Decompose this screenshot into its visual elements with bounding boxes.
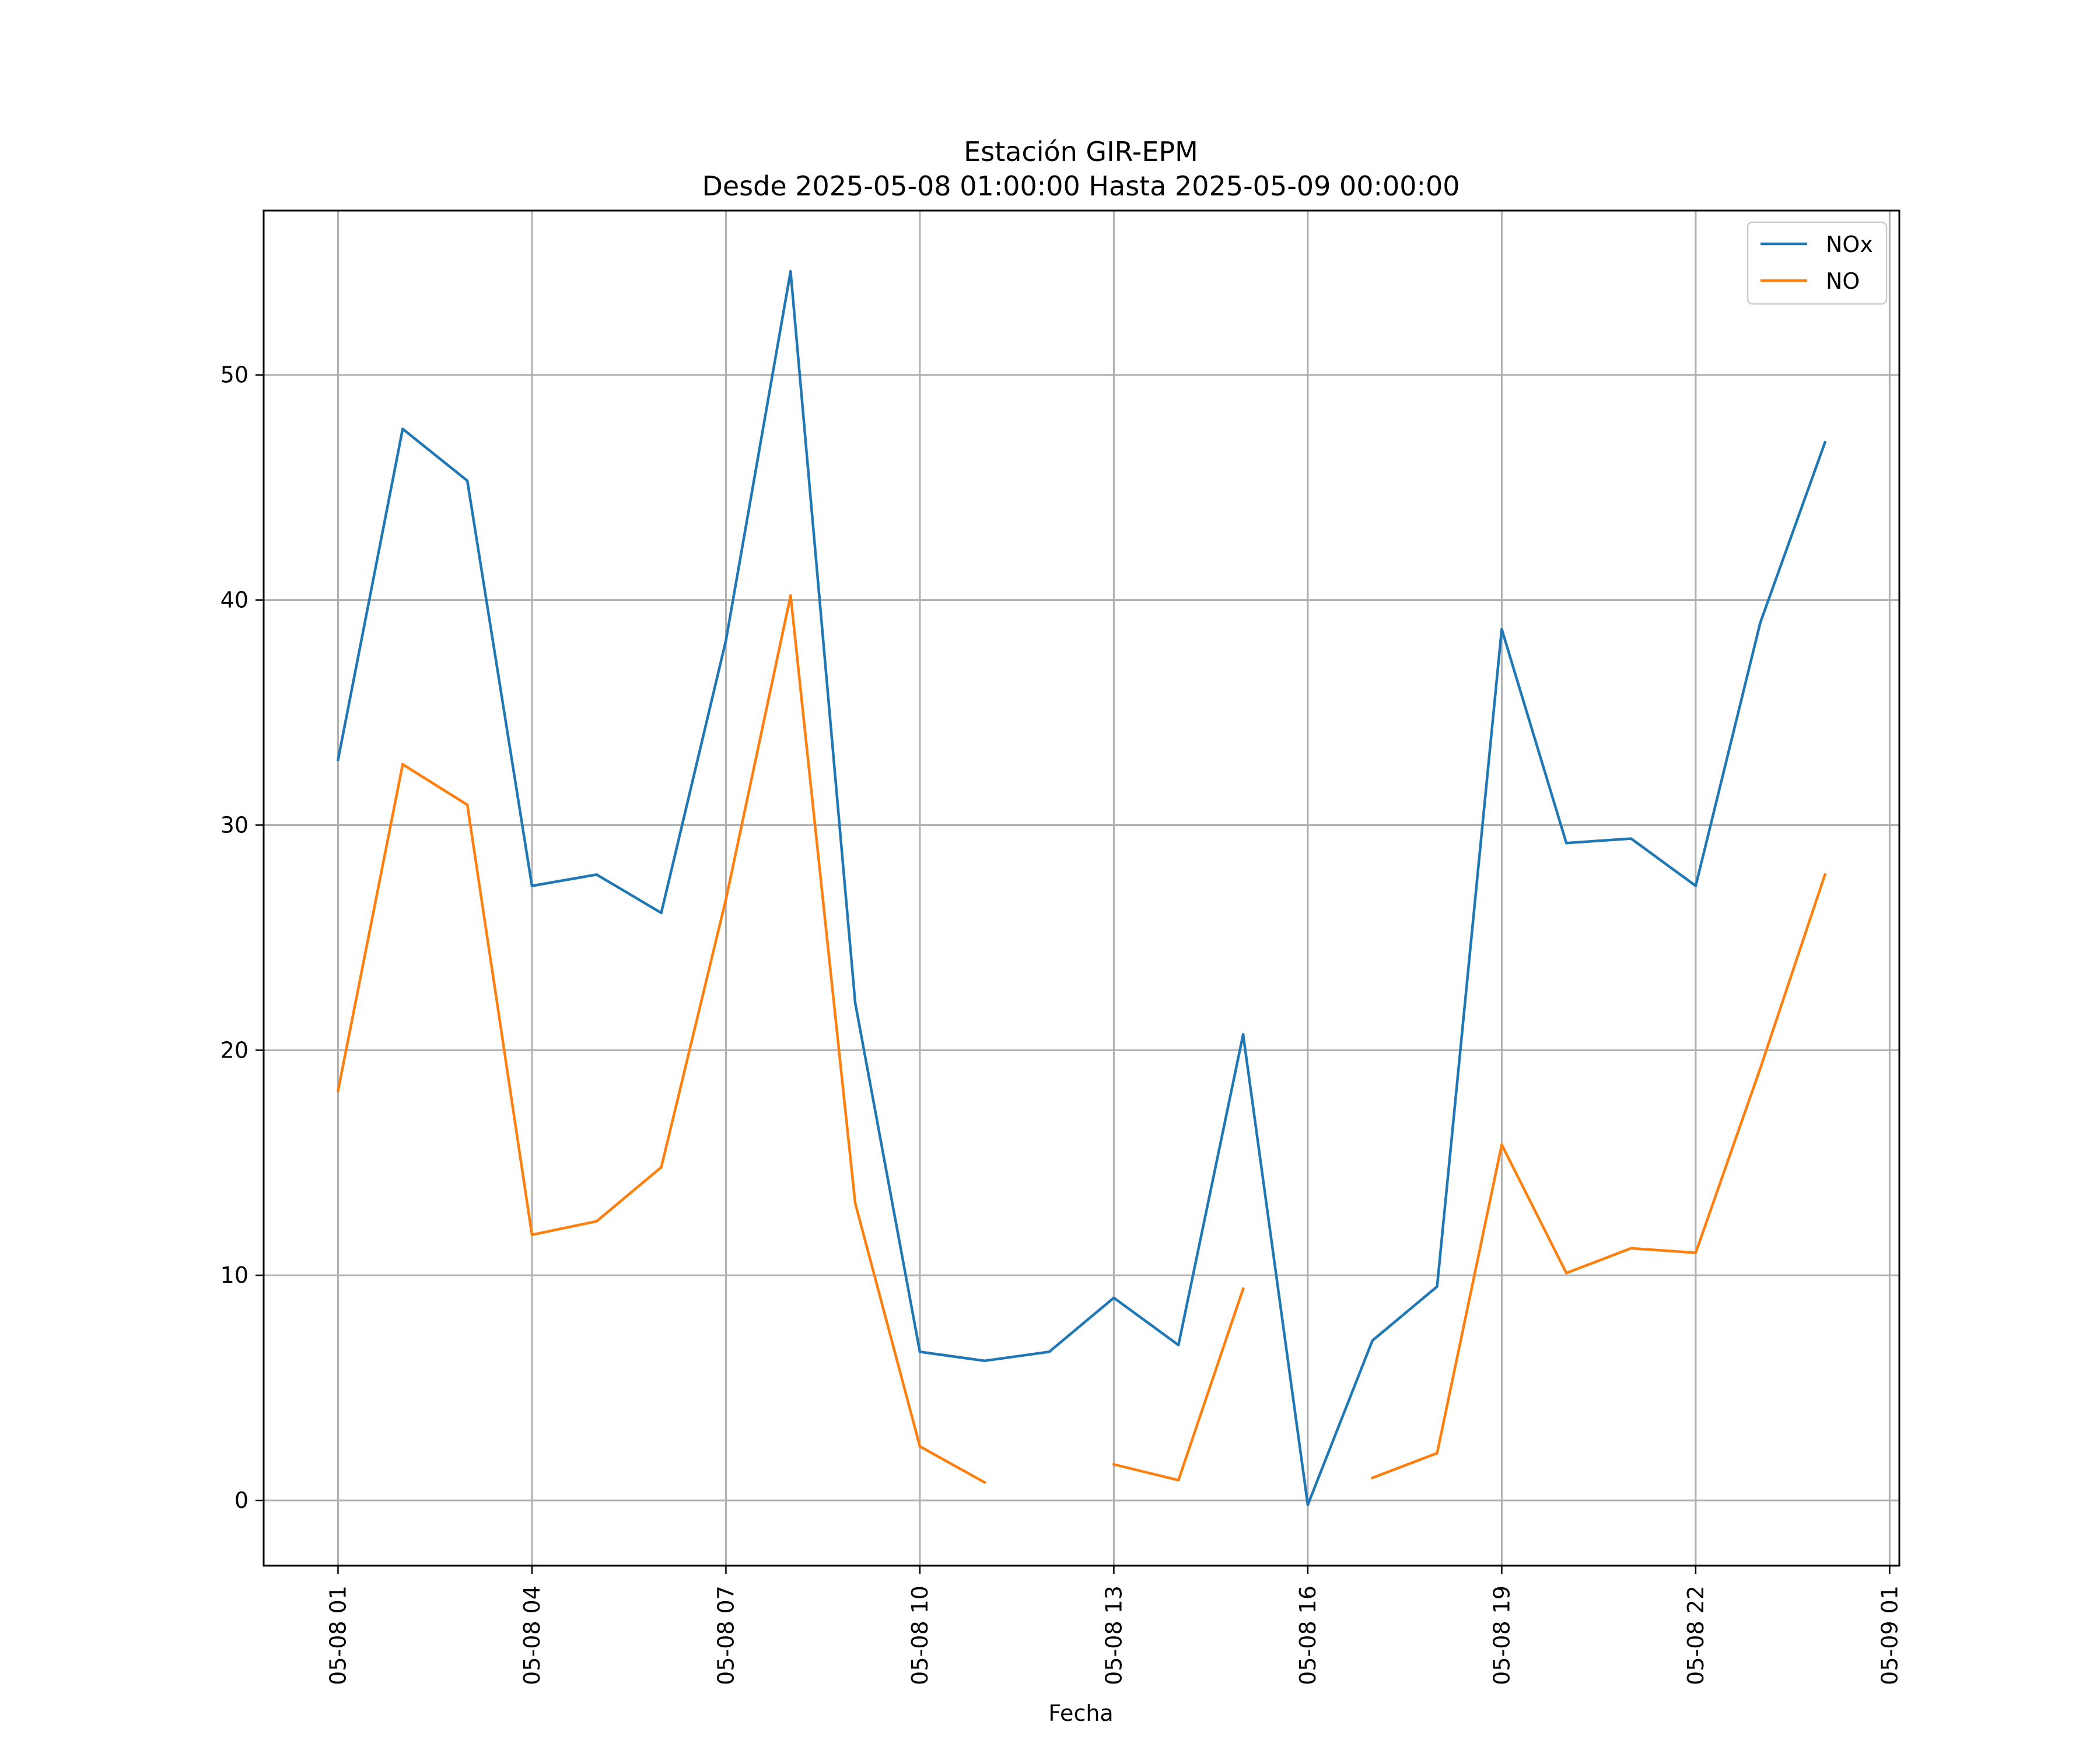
data-point-nox — [1694, 884, 1698, 887]
legend-label-no: NO — [1826, 268, 1860, 294]
x-tick-label: 05-08 07 — [713, 1586, 738, 1685]
data-point-no — [1500, 1143, 1503, 1146]
y-tick-label: 30 — [220, 812, 249, 838]
y-tick-label: 0 — [235, 1488, 249, 1513]
plot-area-frame — [262, 209, 1901, 1567]
y-tick-label: 20 — [220, 1037, 249, 1063]
data-point-no — [595, 1220, 598, 1223]
data-point-no — [1824, 873, 1826, 876]
legend: NOx NO — [1746, 221, 1888, 305]
data-point-nox — [595, 873, 598, 876]
data-point-no — [983, 1481, 986, 1484]
data-point-nox — [983, 1359, 986, 1363]
x-tick-label: 05-08 10 — [907, 1586, 933, 1685]
series-line-no — [1370, 873, 1827, 1480]
data-point-nox — [1824, 441, 1826, 444]
data-point-nox — [466, 479, 469, 482]
x-tick-label: 05-09 01 — [1877, 1586, 1902, 1685]
data-point-nox — [789, 270, 792, 273]
data-point-no — [918, 1445, 922, 1448]
data-point-no — [724, 898, 727, 901]
data-point-no — [660, 1166, 663, 1169]
data-point-nox — [1371, 1339, 1374, 1342]
data-point-nox — [1112, 1296, 1115, 1300]
data-point-no — [1565, 1272, 1568, 1275]
data-point-nox — [853, 1002, 857, 1005]
series-group — [336, 270, 1827, 1507]
data-point-no — [789, 594, 792, 597]
y-tick-label: 50 — [220, 362, 249, 388]
data-point-no — [1694, 1251, 1698, 1254]
x-axis-label: Fecha — [1048, 1700, 1113, 1726]
data-point-no — [1759, 1067, 1762, 1070]
data-point-nox — [918, 1350, 922, 1353]
data-point-nox — [1565, 842, 1568, 845]
data-point-nox — [1500, 628, 1503, 631]
data-point-nox — [1629, 837, 1633, 840]
axis-ticks: 05-08 01 05-08 04 05-08 07 05-08 10 05-08 13… — [220, 362, 1903, 1685]
data-point-no — [401, 763, 404, 766]
data-point-nox — [530, 884, 534, 887]
data-point-no — [337, 1089, 340, 1092]
x-tick-label: 05-08 04 — [519, 1586, 545, 1685]
data-point-nox — [1759, 621, 1762, 624]
data-point-nox — [401, 428, 404, 430]
data-point-nox — [1177, 1343, 1180, 1347]
y-tick-label: 40 — [220, 587, 249, 613]
series-no — [336, 594, 1827, 1485]
data-point-nox — [1241, 1033, 1245, 1036]
chart-title: Estación GIR-EPM — [964, 136, 1198, 167]
x-tick-label: 05-08 16 — [1295, 1586, 1321, 1685]
data-point-no — [530, 1233, 534, 1236]
data-point-no — [466, 803, 469, 806]
data-point-no — [1629, 1247, 1633, 1250]
data-point-nox — [1306, 1503, 1310, 1507]
x-tick-label: 05-08 13 — [1101, 1586, 1126, 1685]
data-point-no — [1177, 1479, 1180, 1482]
y-tick-label: 10 — [220, 1262, 249, 1288]
data-point-no — [1436, 1451, 1438, 1455]
data-point-no — [1241, 1287, 1245, 1290]
data-point-no — [853, 1202, 857, 1205]
x-tick-label: 05-08 19 — [1489, 1586, 1514, 1685]
chart-subtitle: Desde 2025-05-08 01:00:00 Hasta 2025-05-… — [702, 170, 1460, 202]
data-point-no — [1112, 1463, 1115, 1466]
data-point-nox — [724, 639, 727, 642]
x-tick-label: 05-08 01 — [325, 1586, 351, 1685]
series-line-nox — [336, 270, 1827, 1507]
data-point-nox — [1436, 1285, 1438, 1288]
series-nox — [336, 270, 1827, 1507]
data-point-nox — [1048, 1350, 1051, 1353]
grid — [264, 211, 1899, 1566]
data-point-nox — [337, 758, 340, 761]
x-tick-label: 05-08 22 — [1683, 1586, 1709, 1685]
legend-label-nox: NOx — [1826, 232, 1873, 257]
data-point-nox — [660, 911, 663, 915]
data-point-no — [1371, 1476, 1374, 1479]
